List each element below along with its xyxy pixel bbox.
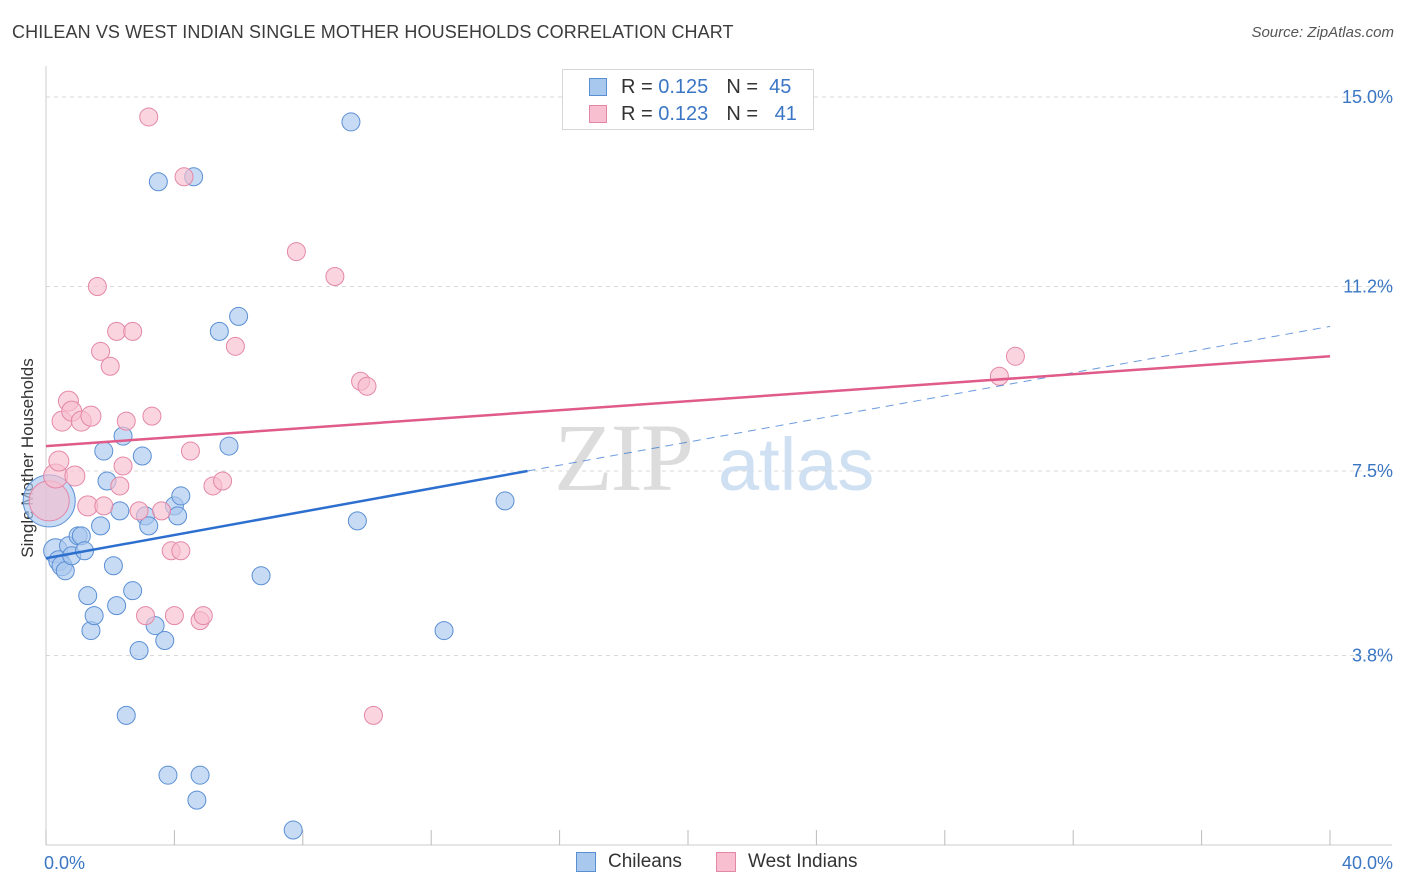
- series-swatch-west-indians: [716, 852, 736, 872]
- point-west-indians: [100, 356, 120, 376]
- legend-row-west-indians: R = 0.123 N = 41: [589, 102, 797, 126]
- point-chileans: [94, 441, 114, 461]
- point-chileans: [341, 112, 361, 132]
- point-chileans: [187, 790, 207, 810]
- chart-title: CHILEAN VS WEST INDIAN SINGLE MOTHER HOU…: [12, 22, 734, 42]
- point-west-indians: [91, 341, 111, 361]
- x-tick-label: 40.0%: [1342, 853, 1393, 873]
- point-chileans: [171, 486, 191, 506]
- series-legend-chileans[interactable]: Chileans: [576, 851, 682, 873]
- watermark-zip: ZIP: [554, 404, 692, 511]
- point-west-indians: [325, 267, 345, 287]
- tick-labels: 3.8% 7.5% 11.2% 15.0% 0.0% 40.0%: [44, 87, 1393, 873]
- point-west-indians: [1005, 346, 1025, 366]
- point-west-indians: [80, 405, 102, 427]
- y-tick-label: 3.8%: [1352, 646, 1393, 666]
- point-chileans: [347, 511, 367, 531]
- point-chileans: [209, 321, 229, 341]
- point-west-indians: [357, 376, 377, 396]
- point-west-indians: [180, 441, 200, 461]
- point-west-indians: [129, 501, 149, 521]
- point-west-indians: [225, 336, 245, 356]
- points: [22, 107, 1025, 840]
- legend-r-value: 0.123: [658, 102, 709, 125]
- trend-line-chileans: [45, 469, 528, 560]
- trend-extension-chileans: [527, 325, 1331, 472]
- point-west-indians: [152, 501, 172, 521]
- legend-row-chileans: R = 0.125 N = 45: [589, 75, 791, 99]
- point-chileans: [132, 446, 152, 466]
- legend-swatch-west-indians: [589, 105, 607, 123]
- correlation-legend: R = 0.125 N = 45 R = 0.123 N = 41: [562, 69, 814, 130]
- source-credit: Source: ZipAtlas.com: [1251, 24, 1394, 41]
- point-west-indians: [174, 167, 194, 187]
- point-west-indians: [136, 606, 156, 626]
- legend-n-value: 45: [769, 75, 792, 98]
- point-chileans: [158, 765, 178, 785]
- point-chileans: [139, 516, 159, 536]
- series-legend-west-indians[interactable]: West Indians: [716, 851, 857, 873]
- legend-n-value: 41: [774, 102, 797, 125]
- point-west-indians: [363, 705, 383, 725]
- legend-r-label: R =: [621, 102, 653, 125]
- point-west-indians: [110, 476, 130, 496]
- point-chileans: [283, 820, 303, 840]
- x-tick-label: 0.0%: [44, 853, 85, 873]
- legend-r-value: 0.125: [658, 75, 709, 98]
- legend-n-label: N =: [726, 75, 758, 98]
- point-west-indians: [107, 321, 127, 341]
- point-chileans: [155, 631, 175, 651]
- point-chileans: [78, 586, 98, 606]
- point-west-indians: [193, 606, 213, 626]
- point-west-indians: [213, 471, 233, 491]
- point-west-indians: [171, 541, 191, 561]
- point-west-indians: [164, 606, 184, 626]
- point-chileans: [91, 516, 111, 536]
- y-tick-label: 15.0%: [1342, 87, 1393, 107]
- legend-n-label: N =: [726, 102, 758, 125]
- series-label-west-indians: West Indians: [748, 851, 858, 872]
- y-tick-label: 7.5%: [1352, 461, 1393, 481]
- point-west-indians: [94, 496, 114, 516]
- point-chileans: [251, 566, 271, 586]
- gridlines: [46, 96, 1392, 657]
- point-chileans: [116, 705, 136, 725]
- point-chileans: [129, 641, 149, 661]
- point-west-indians: [64, 465, 86, 487]
- point-west-indians: [989, 366, 1009, 386]
- point-chileans: [168, 506, 188, 526]
- point-chileans: [495, 491, 515, 511]
- point-chileans: [229, 306, 249, 326]
- series-swatch-chileans: [576, 852, 596, 872]
- point-chileans: [110, 501, 130, 521]
- point-chileans: [103, 556, 123, 576]
- trend-line-west-indians: [45, 355, 1331, 448]
- point-chileans: [107, 596, 127, 616]
- point-west-indians: [139, 107, 159, 127]
- point-west-indians: [286, 242, 306, 262]
- legend-r-label: R =: [621, 75, 653, 98]
- axes: [45, 66, 1392, 846]
- point-chileans: [190, 765, 210, 785]
- point-west-indians: [87, 276, 107, 296]
- point-west-indians: [28, 480, 70, 522]
- y-tick-label: 11.2%: [1343, 276, 1393, 296]
- point-west-indians: [123, 321, 143, 341]
- legend-swatch-chileans: [589, 78, 607, 96]
- point-chileans: [219, 436, 239, 456]
- point-west-indians: [116, 411, 136, 431]
- series-label-chileans: Chileans: [608, 851, 682, 872]
- point-west-indians: [113, 456, 133, 476]
- point-chileans: [434, 621, 454, 641]
- trend-lines: [45, 325, 1331, 560]
- point-west-indians: [142, 406, 162, 426]
- point-chileans: [123, 581, 143, 601]
- watermark-atlas: atlas: [718, 423, 874, 506]
- point-west-indians: [48, 450, 70, 472]
- point-chileans: [148, 172, 168, 192]
- point-chileans: [84, 606, 104, 626]
